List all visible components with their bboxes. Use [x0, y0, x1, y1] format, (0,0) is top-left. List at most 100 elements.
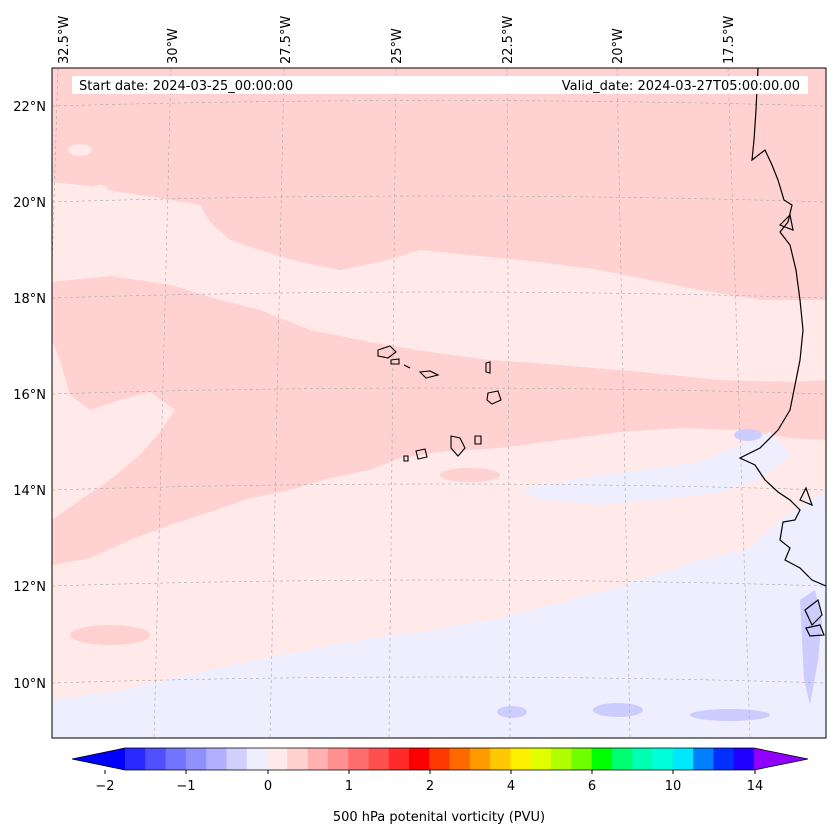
- colorbar-tick-label: −1: [176, 779, 195, 794]
- pv-patch-pink: [70, 625, 150, 645]
- colorbar-bin: [246, 748, 268, 770]
- colorbar-tick-label: 0: [264, 779, 272, 794]
- pv-region-light-pink-central: [52, 276, 826, 565]
- island-brava: [403, 455, 409, 462]
- colorbar-bin: [409, 748, 430, 770]
- colorbar-bin: [449, 748, 471, 770]
- colorbar-outline: [71, 747, 809, 771]
- colorbar-bin: [571, 748, 593, 770]
- parallel-line: [52, 387, 826, 395]
- island-sao-vicente: [390, 358, 400, 365]
- colorbar-bin: [551, 748, 572, 770]
- colorbar-tick-label: 10: [665, 779, 682, 794]
- coast-island: [805, 624, 825, 637]
- island-fogo: [415, 448, 428, 460]
- header-box: [72, 76, 808, 94]
- colorbar-bin: [165, 748, 187, 770]
- meridian-line: [388, 68, 397, 738]
- colorbar-bin: [145, 748, 167, 770]
- colorbar-bin: [693, 748, 714, 770]
- meridian-line: [727, 68, 751, 738]
- colorbar-min-extend: [72, 748, 125, 770]
- colorbar-bin: [185, 748, 207, 770]
- meridian-line: [153, 68, 172, 738]
- lat-label: 22°N: [13, 100, 46, 115]
- map-frame: [51, 67, 827, 739]
- latitude-labels: 22°N 20°N 18°N 16°N 14°N 12°N 10°N: [13, 100, 46, 692]
- meridian-line: [616, 68, 631, 738]
- lat-label: 20°N: [13, 196, 46, 211]
- pv-patch-light: [92, 185, 108, 195]
- colorbar-ticks: −2 −1 0 1 2 4 6 10 14: [95, 770, 763, 794]
- colorbar-tick-label: 6: [588, 779, 596, 794]
- colorbar-bin: [530, 748, 552, 770]
- pv-region-very-light-blue-south: [52, 492, 826, 738]
- lon-label: 32.5°W: [57, 16, 72, 64]
- colorbar-bin: [632, 748, 654, 770]
- island-santo-antao: [377, 345, 397, 359]
- meridian-line: [506, 68, 511, 738]
- lat-label: 10°N: [13, 677, 46, 692]
- parallel-line: [52, 291, 826, 299]
- lon-label: 25°W: [390, 28, 405, 64]
- lon-label: 17.5°W: [722, 16, 737, 64]
- colorbar-bin: [307, 748, 329, 770]
- colorbar-bin: [125, 748, 146, 770]
- colorbar-bin: [652, 748, 674, 770]
- coastline: [738, 68, 826, 637]
- colorbar: [71, 747, 809, 771]
- pv-patch-blue: [593, 703, 643, 717]
- graticule: [52, 68, 826, 738]
- colorbar-bin: [611, 748, 633, 770]
- lat-label: 14°N: [13, 484, 46, 499]
- pv-patch-blue: [497, 706, 527, 718]
- island-santa-luzia: [403, 364, 411, 369]
- lat-label: 12°N: [13, 580, 46, 595]
- lon-label: 30°W: [166, 28, 181, 64]
- coast-inlet: [799, 486, 814, 507]
- colorbar-tick-label: 2: [426, 779, 434, 794]
- colorbar-bin: [327, 748, 349, 770]
- pv-patch-blue: [690, 709, 770, 721]
- africa-coastline: [738, 68, 826, 587]
- colorbar-label: 500 hPa potenital vorticity (PVU): [333, 810, 545, 825]
- colorbar-bin: [368, 748, 390, 770]
- pv-patch-light: [68, 144, 92, 156]
- colorbar-bin: [226, 748, 248, 770]
- colorbar-bin: [348, 748, 369, 770]
- cape-verde-islands: [377, 345, 502, 462]
- colorbar-bin: [591, 748, 613, 770]
- colorbar-bin: [267, 748, 288, 770]
- colorbar-tick-label: 1: [345, 779, 353, 794]
- colorbar-bin: [287, 748, 309, 770]
- colorbar-bin: [206, 748, 227, 770]
- pv-region-light-pink-north: [52, 68, 826, 300]
- parallel-line: [52, 579, 826, 587]
- colorbar-bin: [733, 748, 755, 770]
- start-date-label: Start date: 2024-03-25_00:00:00: [79, 79, 293, 94]
- coast-island: [804, 598, 823, 627]
- pv-patch-blue-coast: [800, 590, 822, 705]
- colorbar-tick-label: 14: [747, 779, 764, 794]
- lon-label: 22.5°W: [501, 16, 516, 64]
- island-sal: [485, 361, 491, 374]
- colorbar-bin: [429, 748, 451, 770]
- colorbar-bin: [510, 748, 532, 770]
- lon-label: 27.5°W: [279, 16, 294, 64]
- valid-date-label: Valid_date: 2024-03-27T05:00:00.00: [562, 79, 800, 94]
- pv-patch-blue: [734, 429, 762, 441]
- colorbar-bin: [388, 748, 410, 770]
- island-sao-nicolau: [418, 370, 440, 379]
- parallel-line: [52, 676, 826, 684]
- colorbar-bin: [672, 748, 694, 770]
- lon-label: 20°W: [611, 28, 626, 64]
- colorbar-max-extend: [754, 748, 808, 770]
- island-santiago: [450, 435, 466, 457]
- pv-field: [52, 68, 826, 738]
- lat-label: 18°N: [13, 292, 46, 307]
- coast-inlet: [778, 213, 794, 231]
- parallel-line: [52, 195, 826, 203]
- meridian-line: [269, 68, 285, 738]
- pv-region-very-light-blue-east: [520, 432, 790, 505]
